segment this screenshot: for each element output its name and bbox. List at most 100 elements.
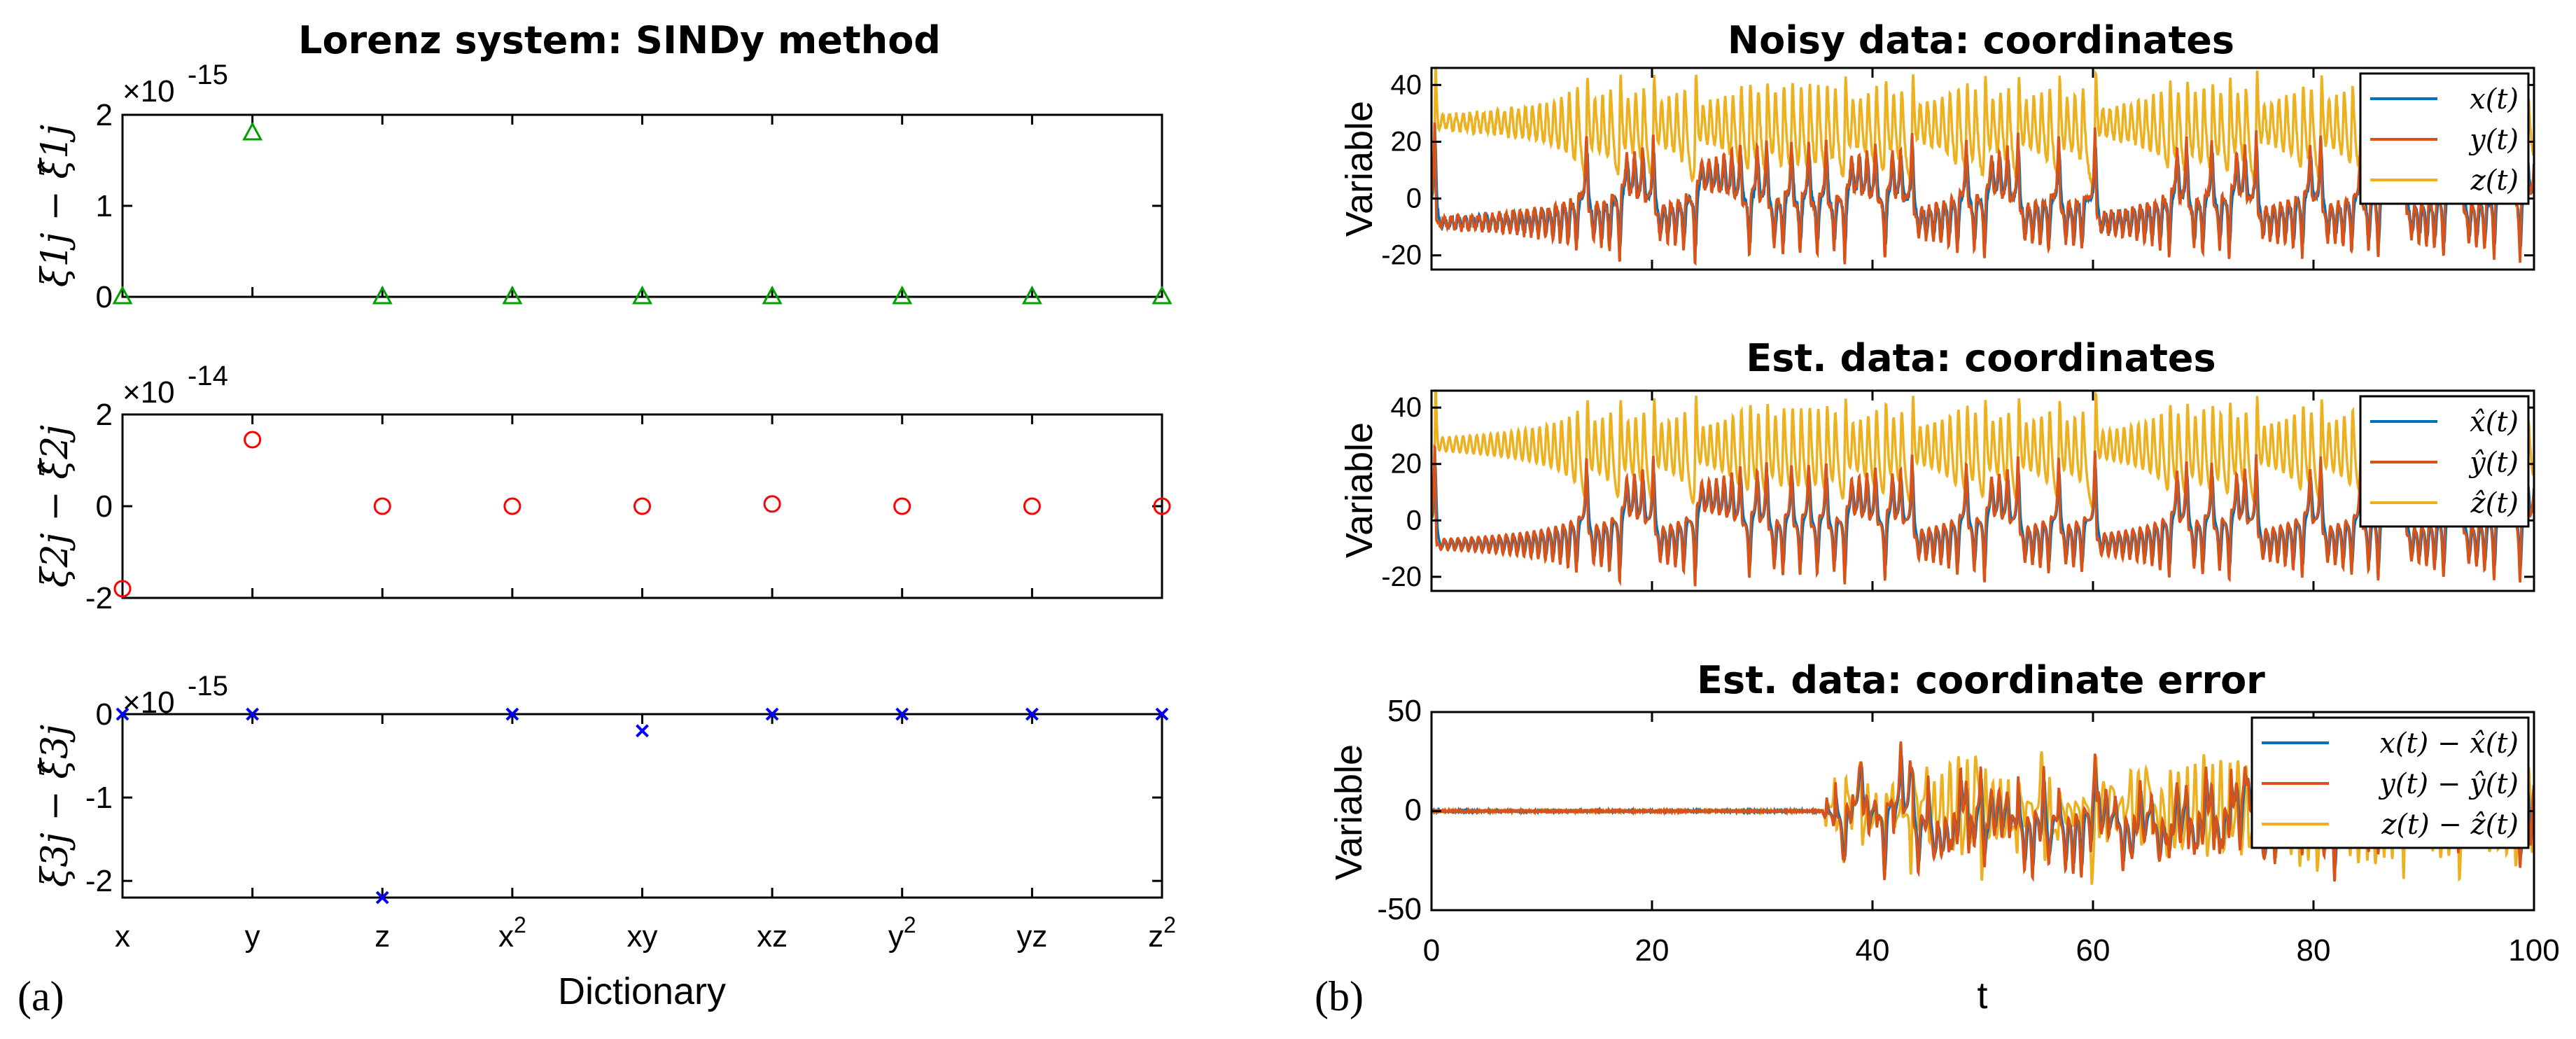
estimated-data-chart: Est. data: coordinates -20 0 20 40 Variable… bbox=[1338, 336, 2535, 592]
coef3-exponent-base: ×10 bbox=[122, 685, 175, 720]
coef2-ylabel: ξ2j − ξ̂2j bbox=[34, 425, 76, 587]
series-line-2 bbox=[1430, 122, 2535, 266]
left-chart-title: Lorenz system: SINDy method bbox=[298, 18, 941, 62]
legend-entry: y(t) − ŷ(t) bbox=[2378, 768, 2519, 800]
data-point bbox=[1021, 285, 1042, 305]
ytick-label: -50 bbox=[1377, 892, 1422, 926]
coef1-exponent: -15 bbox=[188, 60, 228, 90]
coef3-xlabel: Dictionary bbox=[558, 970, 726, 1012]
data-point bbox=[892, 285, 913, 305]
ytick-label: 0 bbox=[96, 489, 113, 524]
ytick-label: 2 bbox=[96, 98, 113, 132]
legend-entry: x(t) − x̂(t) bbox=[2379, 727, 2519, 760]
data-point bbox=[246, 707, 260, 721]
ytick-label: 2 bbox=[96, 398, 113, 432]
ytick-label: 40 bbox=[1391, 69, 1422, 100]
coef2-exponent-base: ×10 bbox=[122, 375, 175, 410]
data-point bbox=[244, 431, 262, 449]
data-point bbox=[1155, 707, 1169, 721]
data-point bbox=[113, 580, 132, 598]
ytick-label: 40 bbox=[1391, 392, 1422, 423]
legend-entry: x(t) bbox=[2470, 83, 2519, 116]
ytick-label: -20 bbox=[1381, 240, 1422, 271]
ytick-label: 50 bbox=[1387, 694, 1422, 728]
data-point bbox=[503, 497, 522, 515]
xtick-label: 100 bbox=[2508, 933, 2559, 968]
data-point bbox=[634, 497, 651, 515]
data-point bbox=[893, 497, 911, 515]
coef3-exponent: -15 bbox=[188, 671, 228, 702]
xtick-label: y2 bbox=[888, 912, 916, 954]
ytick-label: 1 bbox=[96, 189, 113, 223]
ytick-label: 20 bbox=[1391, 449, 1422, 480]
data-point bbox=[636, 724, 649, 738]
data-point bbox=[1152, 285, 1172, 305]
ytick-label: -2 bbox=[85, 581, 113, 615]
data-point bbox=[762, 285, 783, 305]
ytick-label: 20 bbox=[1391, 126, 1422, 157]
data-point bbox=[1025, 707, 1039, 721]
noisy-data-chart: Noisy data: coordinates -20 0 20 40 Variabl… bbox=[1338, 18, 2535, 271]
coef1-exponent-base: ×10 bbox=[122, 74, 175, 109]
xtick-label: xy bbox=[627, 919, 658, 954]
error-ylabel: Variable bbox=[1328, 744, 1370, 880]
noisy-ylabel: Variable bbox=[1338, 101, 1380, 237]
panel-label-b: (b) bbox=[1315, 973, 1364, 1019]
coef1-ylabel: ξ1j − ξ̂1j bbox=[34, 125, 76, 287]
legend-entry: ẑ(t) bbox=[2470, 487, 2519, 520]
error-xlabel: t bbox=[1977, 975, 1987, 1017]
xtick-label: z2 bbox=[1148, 912, 1176, 954]
legend-entry: ŷ(t) bbox=[2468, 447, 2519, 479]
legend-entry: y(t) bbox=[2468, 124, 2519, 156]
data-point bbox=[502, 285, 523, 305]
ytick-label: 0 bbox=[1405, 793, 1422, 828]
estimated-ylabel: Variable bbox=[1338, 422, 1380, 558]
data-point bbox=[375, 891, 389, 905]
xtick-label: 0 bbox=[1423, 933, 1440, 968]
xtick-label: z bbox=[374, 919, 390, 954]
xtick-label: x2 bbox=[498, 912, 526, 954]
estimated-chart-title: Est. data: coordinates bbox=[1746, 336, 2216, 380]
xtick-label: xz bbox=[757, 919, 788, 954]
ytick-label: 0 bbox=[96, 280, 113, 314]
data-point bbox=[115, 707, 130, 721]
xtick-label: 40 bbox=[1856, 933, 1890, 968]
data-point bbox=[505, 707, 519, 721]
xtick-label: 60 bbox=[2076, 933, 2110, 968]
coef2-exponent: -14 bbox=[188, 361, 228, 391]
xtick-label: y bbox=[245, 919, 260, 954]
coef3-ylabel: ξ3j − ξ̂3j bbox=[34, 725, 76, 887]
xtick-label: 20 bbox=[1635, 933, 1670, 968]
data-point bbox=[763, 495, 781, 513]
data-point bbox=[631, 285, 653, 305]
series-line-3 bbox=[1431, 389, 2535, 520]
data-point bbox=[242, 121, 263, 141]
ytick-label: 0 bbox=[96, 697, 113, 732]
data-point bbox=[1023, 497, 1041, 515]
data-point bbox=[112, 285, 133, 305]
legend-entry: z(t) − ẑ(t) bbox=[2381, 809, 2519, 841]
data-point bbox=[372, 285, 393, 305]
data-point bbox=[1153, 497, 1171, 515]
xtick-label: 80 bbox=[2297, 933, 2331, 968]
error-chart-title: Est. data: coordinate error bbox=[1697, 658, 2265, 702]
sindy-coef1-chart: 0 1 2 ×10 -15 ξ1j − ξ̂1j bbox=[34, 60, 1172, 314]
ytick-label: -20 bbox=[1381, 562, 1422, 592]
xtick-label: x bbox=[115, 919, 130, 954]
panel-label-a: (a) bbox=[18, 973, 64, 1019]
legend-entry: z(t) bbox=[2470, 165, 2519, 197]
ytick-label: 0 bbox=[1406, 505, 1422, 536]
sindy-coef3-chart: -2-10 x y z x2 xy xz y2 yz z2 ×10 -15 ξ3j − ξ̂3j… bbox=[34, 671, 1176, 1012]
sindy-coef2-chart: -2 0 2 ×10 -14 ξ2j − ξ̂2j bbox=[34, 361, 1171, 615]
noisy-chart-title: Noisy data: coordinates bbox=[1728, 18, 2234, 62]
series-line-3 bbox=[1430, 67, 2535, 199]
data-point bbox=[765, 707, 779, 721]
data-point bbox=[895, 707, 909, 721]
ytick-label: -2 bbox=[85, 864, 113, 898]
xtick-label: yz bbox=[1016, 919, 1047, 954]
series-line-2 bbox=[1430, 443, 2535, 587]
data-point bbox=[373, 497, 391, 515]
ytick-label: -1 bbox=[85, 781, 113, 815]
